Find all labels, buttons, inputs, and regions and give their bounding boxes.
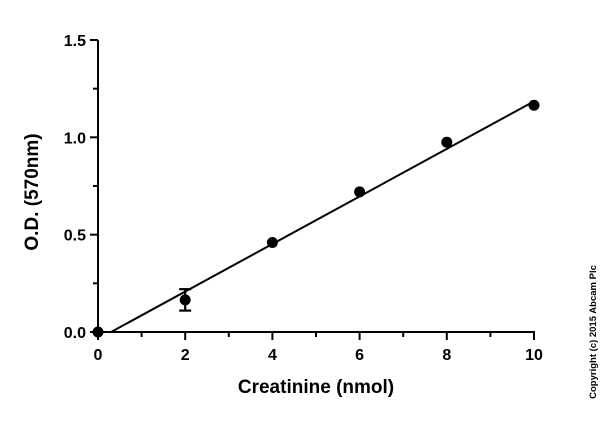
copyright-notice: Copyright (c) 2015 Abcam Plc <box>588 265 599 399</box>
data-point <box>441 136 453 148</box>
axes <box>97 40 535 333</box>
data-point <box>179 294 191 306</box>
data-point <box>92 326 104 338</box>
x-axis-title: Creatinine (nmol) <box>238 377 394 398</box>
x-tick-label: 4 <box>268 347 277 364</box>
x-tick-label: 0 <box>94 347 103 364</box>
data-point <box>528 99 540 111</box>
y-tick-label: 0.0 <box>64 325 86 342</box>
x-tick-label: 6 <box>355 347 364 364</box>
data-point <box>354 186 366 198</box>
y-axis-title: O.D. (570nm) <box>22 133 43 250</box>
x-tick-label: 8 <box>442 347 451 364</box>
fit-line <box>110 100 535 333</box>
data-points <box>92 99 540 338</box>
ticks: 0.0 0.5 1.0 1.5 0 2 4 6 8 10 <box>64 33 543 364</box>
y-tick-label: 1.5 <box>64 33 86 50</box>
x-tick-label: 2 <box>181 347 190 364</box>
data-point <box>266 236 278 248</box>
y-tick-label: 1.0 <box>64 130 86 147</box>
fit-line-group <box>110 100 535 333</box>
y-tick-label: 0.5 <box>64 228 86 245</box>
x-tick-label: 10 <box>525 347 543 364</box>
